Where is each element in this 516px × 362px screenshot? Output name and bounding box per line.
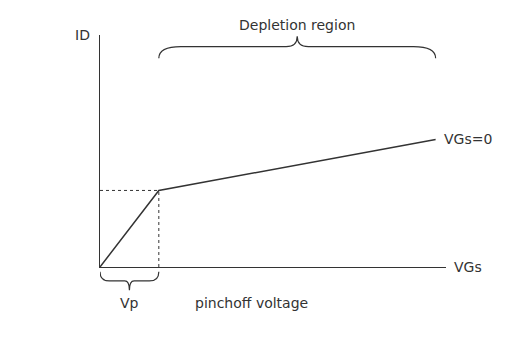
svg-text:ID: ID: [75, 27, 90, 43]
svg-text:Depletion region: Depletion region: [239, 17, 355, 33]
svg-text:VGs=0: VGs=0: [444, 131, 492, 147]
svg-text:pinchoff voltage: pinchoff voltage: [195, 295, 308, 311]
svg-text:VGs: VGs: [454, 259, 482, 275]
svg-text:Vp: Vp: [120, 295, 139, 311]
